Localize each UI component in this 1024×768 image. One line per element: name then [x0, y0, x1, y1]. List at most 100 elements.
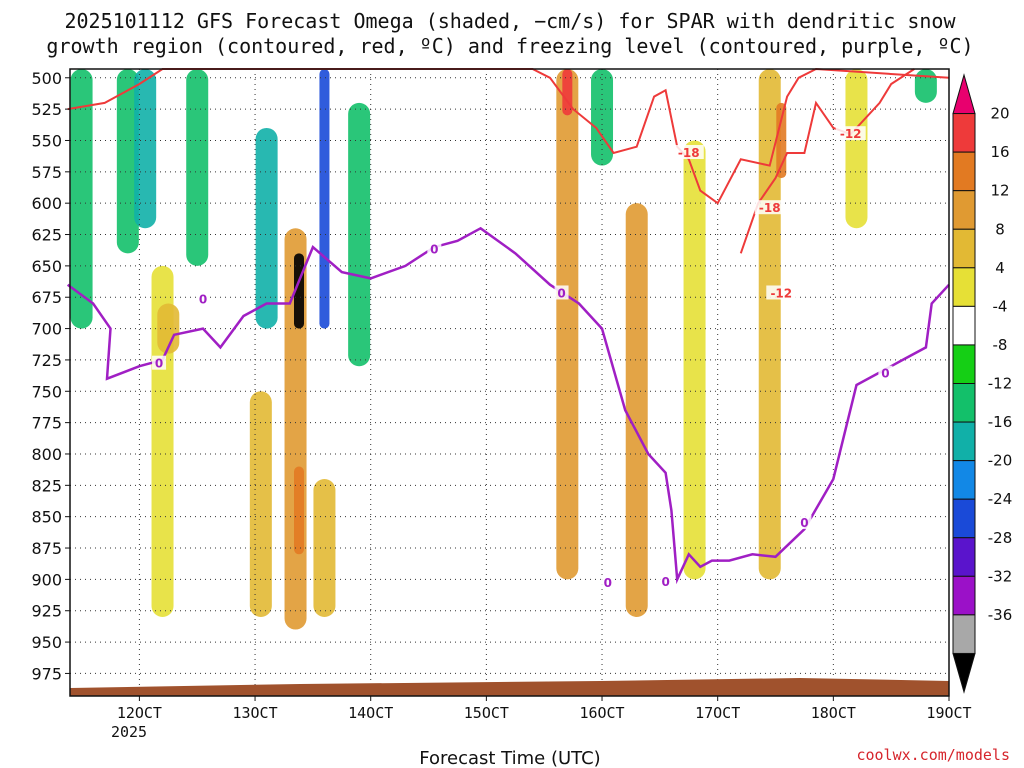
isotherm-minus18-line — [739, 68, 915, 254]
x-axis-time: 12OCT 13OCT 14OCT 15OCT 16OCT 17OCT 18OCT 19OCT — [117, 696, 972, 722]
colorbar-swatch-8 — [952, 383, 976, 423]
omega-feature-6 — [249, 391, 272, 617]
contour-label-bg-5 — [658, 573, 673, 588]
x-tick-label-5: 17OCT — [695, 704, 740, 722]
contour-label-8: -18 — [678, 146, 700, 160]
x-tick-label-1: 13OCT — [232, 704, 277, 722]
omega-feature-17 — [591, 69, 614, 166]
y-tick-label-975: 975 — [31, 664, 62, 683]
omega-feature-5 — [186, 69, 209, 266]
y-tick-label-750: 750 — [31, 382, 62, 401]
contours: 0 0 0 0 0 0 0 0 -18 -18 -12 -12 — [66, 67, 950, 590]
colorbar-swatch-11 — [952, 498, 976, 539]
contour-label-11: -12 — [770, 286, 792, 300]
omega-feature-1 — [116, 69, 139, 254]
x-tick-label-2: 14OCT — [348, 704, 393, 722]
colorbar-label-9: -20 — [988, 452, 1013, 470]
terrain-ground — [70, 678, 949, 696]
y-tick-label-775: 775 — [31, 414, 62, 433]
contour-label-bg-1 — [196, 291, 211, 306]
contour-label-bg-6 — [797, 514, 812, 529]
contour-label-bg-9 — [754, 200, 785, 215]
y-tick-label-925: 925 — [31, 602, 62, 621]
contour-label-2: 0 — [430, 243, 438, 257]
x-axis-label: Forecast Time (UTC) — [419, 748, 600, 768]
contour-label-bg-8 — [673, 145, 704, 160]
contour-label-0: 0 — [155, 357, 163, 371]
y-tick-label-900: 900 — [31, 570, 62, 589]
y-tick-label-725: 725 — [31, 351, 62, 370]
colorbar-swatch-5 — [952, 267, 976, 307]
colorbar-label-10: -24 — [988, 490, 1013, 508]
colorbar-label-1: 16 — [990, 143, 1009, 161]
colorbar-swatch-0 — [952, 73, 976, 115]
omega-feature-2 — [134, 69, 157, 229]
colorbar-swatch-3 — [952, 190, 976, 230]
y-tick-label-825: 825 — [31, 476, 62, 495]
contour-label-7: 0 — [881, 367, 889, 381]
omega-feature-21 — [845, 69, 868, 229]
plot-frame — [69, 68, 950, 697]
colorbar-label-6: -8 — [993, 336, 1008, 354]
omega-feature-11 — [319, 69, 330, 329]
omega-feature-18 — [683, 140, 706, 580]
y-axis-pressure: 500 525 550 575 600 625 650 675 700 725 750 775 800 8… — [31, 69, 70, 683]
colorbar-label-2: 12 — [990, 182, 1009, 200]
y-tick-label-675: 675 — [31, 288, 62, 307]
colorbar-label-4: 4 — [995, 259, 1005, 277]
colorbar-swatch-4 — [952, 228, 976, 269]
y-tick-label-600: 600 — [31, 194, 62, 213]
colorbar-label-3: 8 — [995, 220, 1005, 238]
colorbar-swatch-10 — [952, 460, 976, 500]
colorbar-swatch-9 — [952, 421, 976, 462]
y-tick-label-500: 500 — [31, 69, 62, 88]
contour-label-bg-11 — [766, 285, 797, 300]
y-tick-label-525: 525 — [31, 100, 62, 119]
omega-feature-22 — [914, 69, 937, 103]
contour-label-bg-10 — [835, 126, 866, 141]
x-tick-label-4: 16OCT — [579, 704, 624, 722]
colorbar-label-11: -28 — [988, 529, 1013, 547]
colorbar-label-12: -32 — [988, 567, 1013, 585]
contour-label-5: 0 — [661, 575, 669, 589]
omega-feature-7 — [255, 127, 278, 329]
y-tick-label-550: 550 — [31, 131, 62, 150]
omega-feature-12 — [313, 479, 336, 617]
contour-label-9: -18 — [759, 201, 781, 215]
colorbar-swatch-13 — [952, 575, 976, 616]
colorbar-label-13: -36 — [988, 606, 1013, 624]
contour-label-bg-3 — [554, 285, 569, 300]
omega-feature-13 — [348, 102, 371, 367]
contour-label-4: 0 — [604, 576, 612, 590]
y-tick-label-950: 950 — [31, 633, 62, 652]
colorbar-swatch-14 — [952, 614, 976, 654]
omega-feature-14 — [556, 69, 579, 580]
y-tick-label-650: 650 — [31, 257, 62, 276]
colorbar-swatch-12 — [952, 537, 976, 577]
contour-label-10: -12 — [840, 127, 862, 141]
contour-label-bg-7 — [878, 365, 893, 380]
omega-feature-3 — [151, 265, 174, 617]
colorbar-label-0: 20 — [990, 105, 1009, 123]
contour-label-bg-0 — [152, 355, 167, 370]
x-tick-year: 2025 — [111, 723, 147, 741]
colorbar-label-8: -16 — [988, 413, 1013, 431]
chart-title-line-2: growth region (contoured, red, ºC) and f… — [46, 34, 973, 58]
omega-feature-15 — [562, 69, 573, 116]
y-tick-label-850: 850 — [31, 508, 62, 527]
omega-feature-16 — [625, 203, 648, 617]
colorbar-swatch-2 — [952, 151, 976, 192]
omega-feature-9 — [294, 466, 305, 555]
colorbar-label-7: -12 — [988, 375, 1013, 393]
omega-shading — [70, 69, 937, 630]
contour-label-3: 0 — [557, 286, 565, 300]
y-tick-label-700: 700 — [31, 320, 62, 339]
contour-label-6: 0 — [800, 516, 808, 530]
y-tick-label-800: 800 — [31, 445, 62, 464]
colorbar-swatch-6 — [952, 305, 976, 346]
chart-title-line-1: 2025101112 GFS Forecast Omega (shaded, −… — [64, 9, 956, 33]
colorbar-label-5: -4 — [993, 297, 1008, 315]
credit-text: coolwx.com/models — [856, 746, 1010, 764]
colorbar: 20 16 12 8 4 -4 -8 -12 -16 -20 -24 -28 -32 -36 — [952, 73, 1013, 694]
